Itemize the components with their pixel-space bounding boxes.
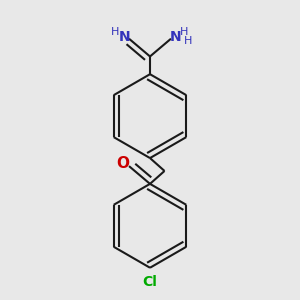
- Text: H: H: [184, 36, 192, 46]
- Text: N: N: [118, 30, 130, 44]
- Text: H: H: [111, 27, 120, 37]
- Text: O: O: [117, 156, 130, 171]
- Text: Cl: Cl: [142, 275, 158, 289]
- Text: H: H: [180, 27, 189, 37]
- Text: N: N: [170, 30, 182, 44]
